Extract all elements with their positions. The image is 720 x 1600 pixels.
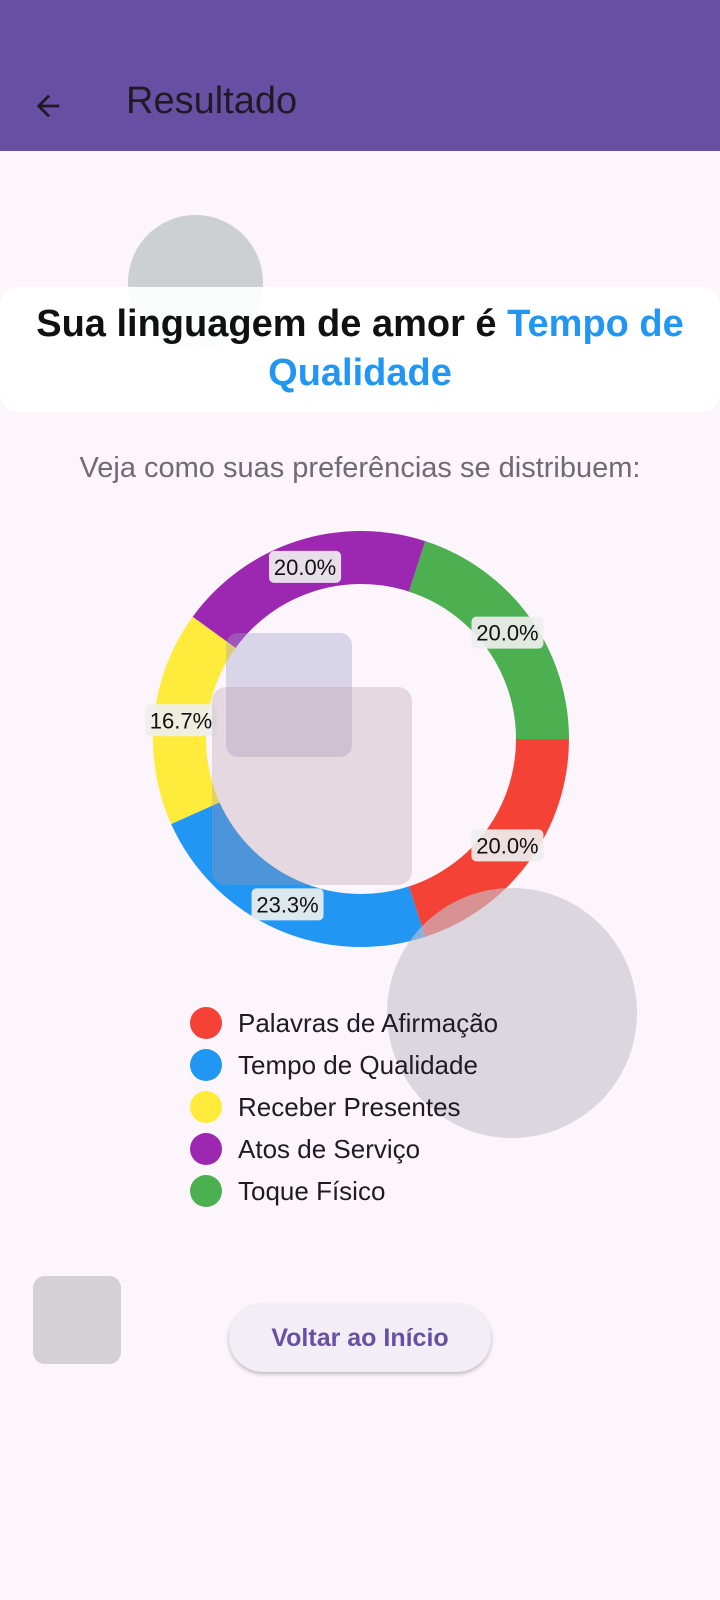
slice-percent-label: 23.3% [251, 888, 324, 921]
slice-percent-text: 20.0% [476, 833, 538, 858]
legend-item: Receber Presentes [190, 1086, 498, 1128]
label-background [471, 616, 544, 649]
slice-percent-label: 20.0% [471, 829, 544, 862]
decorative-square [226, 633, 352, 757]
donut-slice [171, 802, 426, 947]
slice-percent-label: 20.0% [471, 616, 544, 649]
slice-percent-label: 16.7% [144, 704, 217, 737]
legend-dot [190, 1175, 222, 1207]
legend-label: Toque Físico [238, 1175, 386, 1206]
headline-prefix: Sua linguagem de amor é [36, 303, 508, 345]
legend-label: Atos de Serviço [238, 1133, 421, 1164]
donut-chart: 20.0% 23.3% 16.7% 20.0% 20.0% [144, 531, 569, 947]
decorative-circle [387, 888, 637, 1138]
app-bar: Resultado [0, 0, 720, 151]
donut-slice [192, 531, 426, 648]
back-button[interactable] [20, 78, 76, 134]
legend-item: Palavras de Afirmação [190, 1002, 498, 1044]
legend-item: Tempo de Qualidade [190, 1044, 498, 1086]
legend-item: Toque Físico [190, 1170, 498, 1212]
legend-dot [190, 1133, 222, 1165]
slice-percent-text: 23.3% [256, 892, 318, 917]
label-background [251, 888, 324, 921]
slice-percent-text: 16.7% [150, 708, 212, 733]
headline-highlight: Tempo de Qualidade [268, 303, 684, 394]
label-background [144, 704, 217, 737]
legend-dot [190, 1049, 222, 1081]
legend-dot [190, 1091, 222, 1123]
back-to-home-button[interactable]: Voltar ao Início [229, 1304, 491, 1372]
headline-card [0, 287, 720, 412]
slice-percent-text: 20.0% [476, 621, 538, 646]
label-background [269, 550, 342, 583]
arrow-left-icon [36, 94, 60, 118]
page-title: Resultado [126, 80, 298, 122]
legend-label: Tempo de Qualidade [238, 1049, 478, 1080]
result-headline: Sua linguagem de amor é Tempo de Qualida… [20, 300, 700, 398]
chart-subtitle: Veja como suas preferências se distribue… [79, 452, 641, 484]
back-to-home-label: Voltar ao Início [271, 1323, 449, 1352]
slice-percent-text: 20.0% [274, 555, 336, 580]
label-background [471, 829, 544, 862]
legend-item: Atos de Serviço [190, 1128, 498, 1170]
decorative-square [33, 1276, 121, 1364]
legend-dot [190, 1007, 222, 1039]
legend-label: Receber Presentes [238, 1091, 461, 1122]
chart-legend: Palavras de Afirmação Tempo de Qualidade… [190, 1002, 498, 1212]
slice-percent-label: 20.0% [269, 550, 342, 583]
legend-label: Palavras de Afirmação [238, 1007, 499, 1038]
decorative-square [212, 687, 412, 885]
